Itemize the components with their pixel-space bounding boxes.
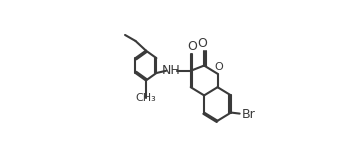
Text: Br: Br [241,108,255,121]
Text: O: O [198,37,207,50]
Text: CH₃: CH₃ [135,93,156,103]
Text: O: O [214,62,223,72]
Text: O: O [187,40,197,53]
Text: NH: NH [162,64,181,77]
